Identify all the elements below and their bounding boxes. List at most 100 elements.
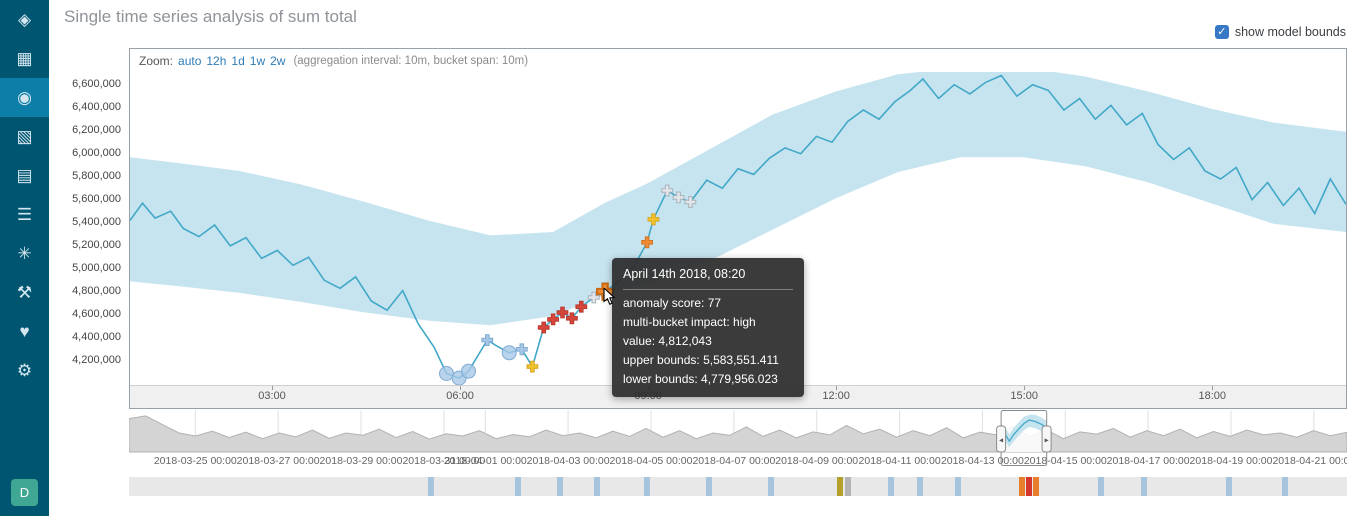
context-chart-svg[interactable]: 2018-03-25 00:00 2018-03-27 00:00 2018-03-… — [129, 410, 1347, 474]
context-axis-label: 2018-04-15 00:00 — [1024, 455, 1107, 467]
monitoring-icon: ♥ — [19, 322, 30, 341]
y-axis-label: 5,000,000 — [72, 261, 121, 274]
sidebar-item-monitoring[interactable]: ♥ — [0, 312, 49, 351]
context-axis-label: 2018-04-11 00:00 — [859, 455, 941, 467]
anomaly-marker-cross[interactable] — [672, 191, 685, 204]
tooltip-anomaly-score: anomaly score: 77 — [623, 296, 722, 310]
brush-handle-left[interactable] — [996, 425, 1007, 453]
tooltip-upper-bounds: upper bounds: 5,583,551.411 — [623, 353, 779, 367]
y-axis-label: 4,800,000 — [72, 284, 121, 297]
anomaly-marker-cross[interactable] — [575, 300, 588, 313]
context-navigator: 2018-03-25 00:00 2018-03-27 00:00 2018-03-… — [129, 410, 1347, 496]
x-axis-label: 12:00 — [822, 390, 850, 402]
sidebar-item-discover[interactable]: ◈ — [0, 0, 49, 39]
context-axis-label: 2018-04-09 00:00 — [775, 455, 858, 467]
swimlane-anomaly-cell-low[interactable] — [706, 477, 712, 496]
anomaly-marker-cross[interactable] — [515, 343, 528, 356]
mouse-cursor-icon — [603, 288, 616, 305]
anomaly-marker-cross[interactable] — [537, 321, 550, 334]
swimlane-anomaly-cell-low[interactable] — [556, 477, 563, 496]
sidebar-item-management[interactable]: ⚙ — [0, 351, 49, 390]
zoom-option-12h[interactable]: 12h — [206, 53, 227, 68]
context-axis-label: 2018-04-19 00:00 — [1190, 455, 1273, 467]
anomaly-marker-cross[interactable] — [647, 213, 660, 226]
context-axis-label: 2018-04-05 00:00 — [610, 455, 693, 467]
swimlane-anomaly-cell-low[interactable] — [594, 477, 601, 496]
sidebar-item-timelion[interactable]: ▤ — [0, 156, 49, 195]
management-icon: ⚙ — [16, 361, 33, 380]
zoom-option-auto[interactable]: auto — [178, 53, 202, 68]
anomaly-swimlane[interactable] — [129, 477, 1347, 496]
y-axis-label: 4,400,000 — [72, 330, 121, 343]
tooltip-title: April 14th 2018, 08:20 — [623, 267, 746, 281]
x-axis-tick — [272, 386, 274, 390]
swimlane-anomaly-cell-gray[interactable] — [844, 477, 851, 496]
anomaly-marker-circle[interactable] — [461, 363, 476, 379]
swimlane-anomaly-cell-low[interactable] — [1141, 477, 1147, 496]
swimlane-anomaly-cell-low[interactable] — [643, 477, 650, 496]
context-axis-label: 2018-04-01 00:00 — [444, 455, 527, 467]
anomaly-marker-cross[interactable] — [547, 313, 559, 326]
swimlane-anomaly-cell-major[interactable] — [1033, 477, 1040, 496]
x-axis-label: 03:00 — [258, 390, 286, 402]
checkbox-checked-icon[interactable]: ✓ — [1214, 25, 1229, 39]
main-chart-svg[interactable] — [130, 72, 1346, 385]
sidebar-item-graph[interactable]: ✳ — [0, 234, 49, 273]
swimlane-anomaly-cell-low[interactable] — [428, 477, 435, 496]
swimlane-anomaly-cell-low[interactable] — [888, 477, 895, 496]
anomaly-marker-cross[interactable] — [661, 184, 674, 197]
anomaly-marker-cross[interactable] — [481, 334, 494, 346]
brush-mini-bounds — [1001, 414, 1047, 448]
sidebar-item-dashboard[interactable]: ▧ — [0, 117, 49, 156]
context-axis-label: 2018-04-07 00:00 — [692, 455, 775, 467]
y-axis-label: 4,600,000 — [72, 307, 121, 320]
swimlane-anomaly-cell-low[interactable] — [1225, 477, 1232, 496]
swimlane-anomaly-cell-low[interactable] — [917, 477, 924, 496]
swimlane-anomaly-cell-minor[interactable] — [836, 477, 843, 496]
x-axis-tick — [1212, 386, 1214, 390]
context-axis-label: 2018-03-31 00:00 — [402, 455, 485, 467]
context-axis-label: 2018-04-03 00:00 — [527, 455, 610, 467]
anomaly-marker-cross[interactable] — [526, 360, 539, 373]
anomaly-marker-cross[interactable] — [684, 196, 697, 208]
anomaly-marker-cross[interactable] — [587, 291, 600, 304]
sidebar-item-dev-tools[interactable]: ☰ — [0, 195, 49, 234]
visualize-icon: ▦ — [16, 49, 33, 68]
brush-handle-right[interactable] — [1041, 425, 1052, 453]
zoom-controls: Zoom: auto 12h 1d 1w 2w (aggregation interva… — [130, 49, 1346, 72]
anomaly-marker-cross[interactable] — [556, 306, 569, 319]
app-sidebar: ◈ ▦ ◉ ▧ ▤ ☰ ✳ ⚒ ♥ ⚙ D — [0, 0, 49, 516]
discover-icon: ◈ — [17, 10, 32, 29]
swimlane-anomaly-cell-low[interactable] — [1281, 477, 1288, 496]
dashboard-icon: ▧ — [16, 127, 33, 146]
anomaly-marker-circle[interactable] — [501, 345, 517, 361]
space-avatar[interactable]: D — [11, 479, 38, 506]
sidebar-item-machine-learning[interactable]: ◉ — [0, 78, 49, 117]
graph-icon: ✳ — [17, 244, 32, 263]
zoom-option-1w[interactable]: 1w — [249, 53, 266, 68]
zoom-option-1d[interactable]: 1d — [231, 53, 245, 68]
swimlane-anomaly-cell-low[interactable] — [768, 477, 775, 496]
aggregation-note: (aggregation interval: 10m, bucket span:… — [293, 54, 529, 67]
context-axis-label: 2018-03-25 00:00 — [154, 455, 237, 467]
zoom-label: Zoom: — [139, 53, 174, 68]
zoom-option-2w[interactable]: 2w — [270, 53, 286, 68]
y-axis-label: 5,800,000 — [72, 169, 121, 182]
sidebar-item-console[interactable]: ⚒ — [0, 273, 49, 312]
show-model-bounds-toggle[interactable]: ✓ show model bounds — [1214, 25, 1346, 39]
sidebar-item-visualize[interactable]: ▦ — [0, 39, 49, 78]
swimlane-anomaly-cell-major[interactable] — [1018, 477, 1025, 496]
x-axis-tick — [1024, 386, 1026, 390]
y-axis-label: 4,200,000 — [72, 353, 121, 366]
anomaly-marker-circle[interactable] — [439, 366, 454, 381]
main-content: Single time series analysis of sum total… — [49, 0, 1353, 516]
y-axis-label: 6,400,000 — [72, 100, 121, 113]
swimlane-anomaly-cell-low[interactable] — [1097, 477, 1104, 496]
tooltip-multi-bucket-impact: multi-bucket impact: high — [623, 315, 756, 329]
swimlane-anomaly-cell-low[interactable] — [515, 477, 522, 496]
anomaly-marker-cross[interactable] — [566, 312, 578, 325]
swimlane-anomaly-cell-critical[interactable] — [1025, 477, 1032, 496]
anomaly-marker-cross[interactable] — [641, 236, 653, 249]
swimlane-anomaly-cell-low[interactable] — [954, 477, 961, 496]
y-axis-label: 5,400,000 — [72, 215, 121, 228]
